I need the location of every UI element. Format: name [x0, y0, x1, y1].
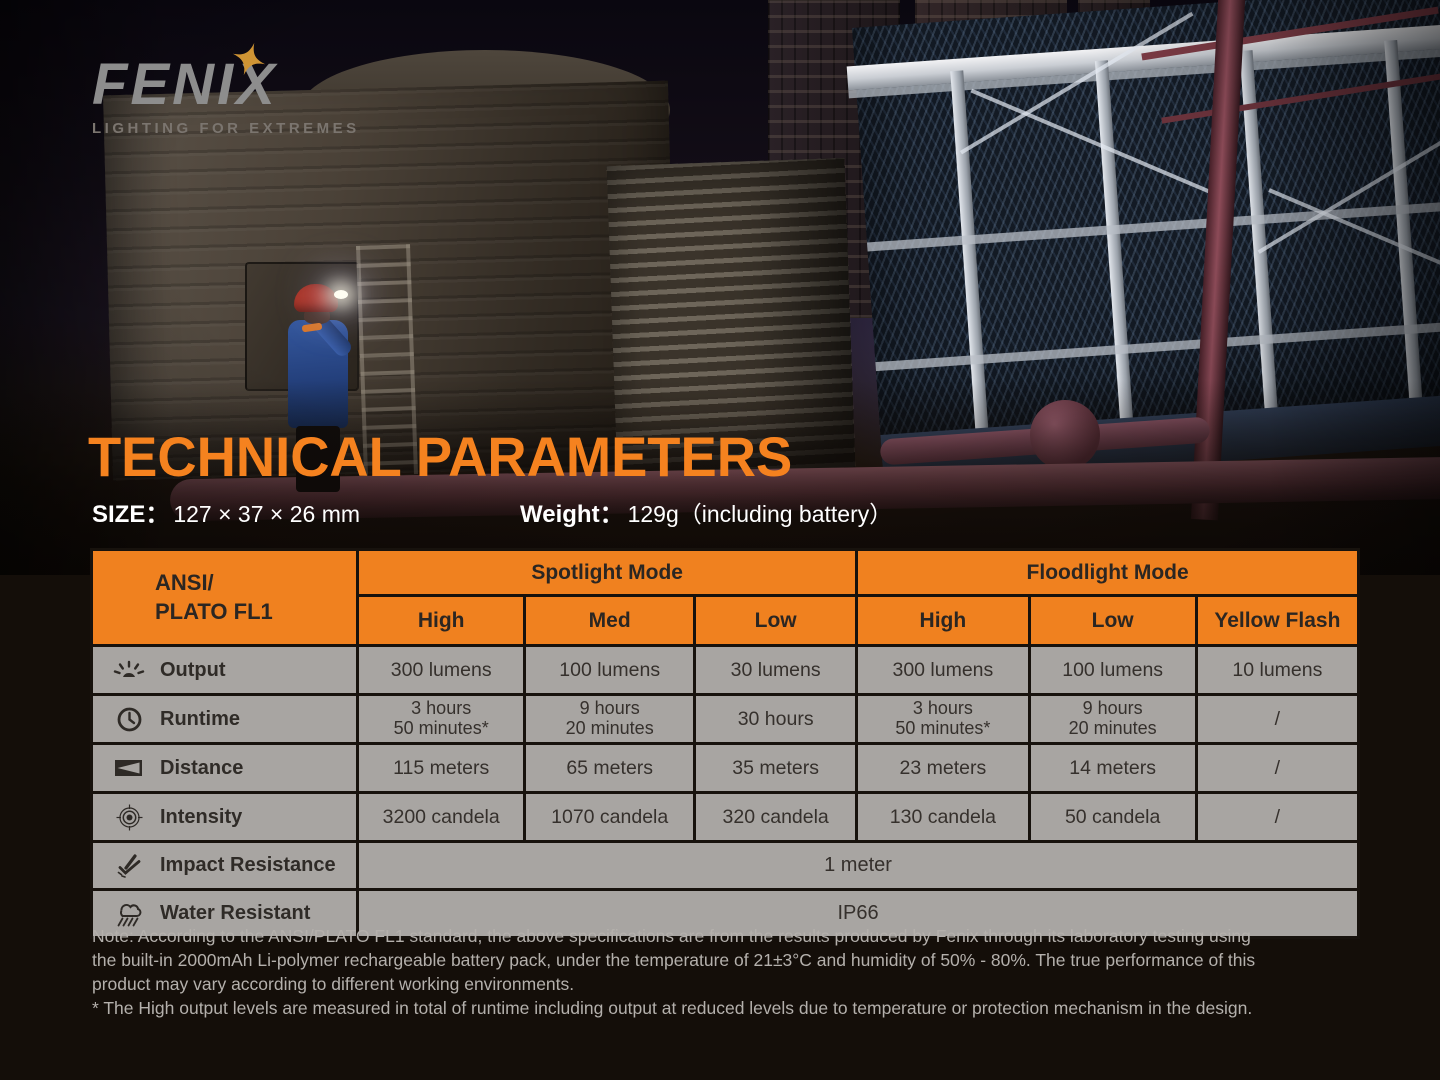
star-icon — [232, 42, 266, 76]
size-value: 127 × 37 × 26 mm — [173, 501, 361, 527]
cell-value: 3200 candela — [356, 791, 527, 843]
size-label: SIZE： — [92, 501, 170, 528]
distance-icon — [111, 758, 147, 778]
table-row-runtime: Runtime 3 hours 50 minutes* 9 hours 20 m… — [89, 693, 1361, 745]
cell-value: 1070 candela — [523, 791, 697, 843]
table-row-output: Output 300 lumens 100 lumens 30 lumens 3… — [89, 644, 1361, 696]
cell-value: 1 meter — [356, 840, 1360, 891]
spotlight-mode-header: Spotlight Mode — [356, 548, 859, 597]
col-flood-high: High — [855, 594, 1031, 647]
corner-line1: ANSI/ — [155, 569, 214, 595]
cell-value: 100 lumens — [523, 644, 697, 696]
table-row-water: Water Resistant IP66 — [89, 888, 1360, 939]
cell-value: 23 meters — [855, 742, 1031, 794]
runtime-icon — [111, 706, 147, 733]
brand-logo: FENIX LIGHTING FOR EXTREMES — [92, 42, 360, 137]
cell-value: 10 lumens — [1194, 644, 1361, 696]
row-label: Output — [160, 658, 226, 681]
footnote-line: Note: According to the ANSI/PLATO FL1 st… — [92, 926, 1251, 946]
row-label: Runtime — [160, 707, 240, 730]
brand-tagline: LIGHTING FOR EXTREMES — [92, 120, 360, 137]
corner-header: ANSI/ PLATO FL1 — [89, 548, 360, 647]
output-icon — [111, 660, 147, 680]
cell-value: 3 hours 50 minutes* — [855, 693, 1031, 745]
table-row-impact: Impact Resistance 1 meter — [89, 840, 1360, 891]
floodlight-mode-header: Floodlight Mode — [855, 548, 1360, 597]
cell-value: 3 hours 50 minutes* — [356, 693, 527, 745]
vignette — [0, 0, 1440, 575]
cell-value: 115 meters — [356, 742, 527, 794]
row-label: Water Resistant — [160, 902, 311, 924]
col-yellow-flash: Yellow Flash — [1194, 594, 1361, 647]
weight-label: Weight： — [520, 501, 624, 528]
col-flood-low: Low — [1027, 594, 1198, 647]
footnote-block: Note: According to the ANSI/PLATO FL1 st… — [92, 924, 1367, 1021]
cell-value: 9 hours 20 minutes — [1027, 693, 1198, 745]
cell-value: 14 meters — [1027, 742, 1198, 794]
cell-value: 320 candela — [693, 791, 859, 843]
col-spot-low: Low — [693, 594, 859, 647]
row-label: Distance — [160, 756, 244, 779]
page-title: TECHNICAL PARAMETERS — [88, 425, 793, 488]
cell-value: / — [1194, 693, 1361, 745]
cell-value: 30 hours — [693, 693, 859, 745]
impact-resistance-icon — [111, 853, 147, 878]
cell-value: IP66 — [356, 888, 1360, 939]
corner-line2: PLATO FL1 — [155, 598, 273, 624]
row-label: Impact Resistance — [160, 854, 336, 876]
weight-value: 129g（including battery） — [627, 501, 893, 527]
brand-name: FENIX — [92, 52, 278, 117]
cell-value: 130 candela — [855, 791, 1031, 843]
cell-value: 9 hours 20 minutes — [523, 693, 697, 745]
table-row-intensity: Intensity 3200 candela 1070 candela 320 … — [89, 791, 1361, 843]
cell-value: 300 lumens — [356, 644, 527, 696]
col-spot-med: Med — [523, 594, 697, 647]
footnote-line: the built-in 2000mAh Li-polymer recharge… — [92, 950, 1256, 971]
cell-value: 30 lumens — [693, 644, 859, 696]
cell-value: 65 meters — [523, 742, 697, 794]
cell-value: 300 lumens — [855, 644, 1031, 696]
table-subheader-row: High Med Low High Low Yellow Flash — [92, 594, 1361, 647]
cell-value: / — [1194, 791, 1361, 843]
size-weight-line: SIZE： 127 × 37 × 26 mm Weight： 129g（incl… — [92, 494, 1292, 529]
row-label: Intensity — [160, 805, 243, 828]
spec-table: ANSI/ PLATO FL1 Spotlight Mode Floodligh… — [89, 548, 1361, 939]
intensity-icon — [111, 804, 147, 831]
col-spot-high: High — [356, 594, 527, 647]
cell-value: 35 meters — [693, 742, 859, 794]
table-row-distance: Distance 115 meters 65 meters 35 meters … — [89, 742, 1361, 794]
footnote-line: * The High output levels are measured in… — [92, 998, 1253, 1019]
footnote-line: product may vary according to different … — [92, 974, 575, 995]
background-photo — [0, 0, 1440, 575]
table-group-header-row: ANSI/ PLATO FL1 Spotlight Mode Floodligh… — [89, 548, 1360, 647]
water-resistant-icon — [111, 900, 147, 927]
cell-value: 50 candela — [1027, 791, 1198, 843]
cell-value: 100 lumens — [1027, 644, 1198, 696]
cell-value: / — [1194, 742, 1361, 794]
